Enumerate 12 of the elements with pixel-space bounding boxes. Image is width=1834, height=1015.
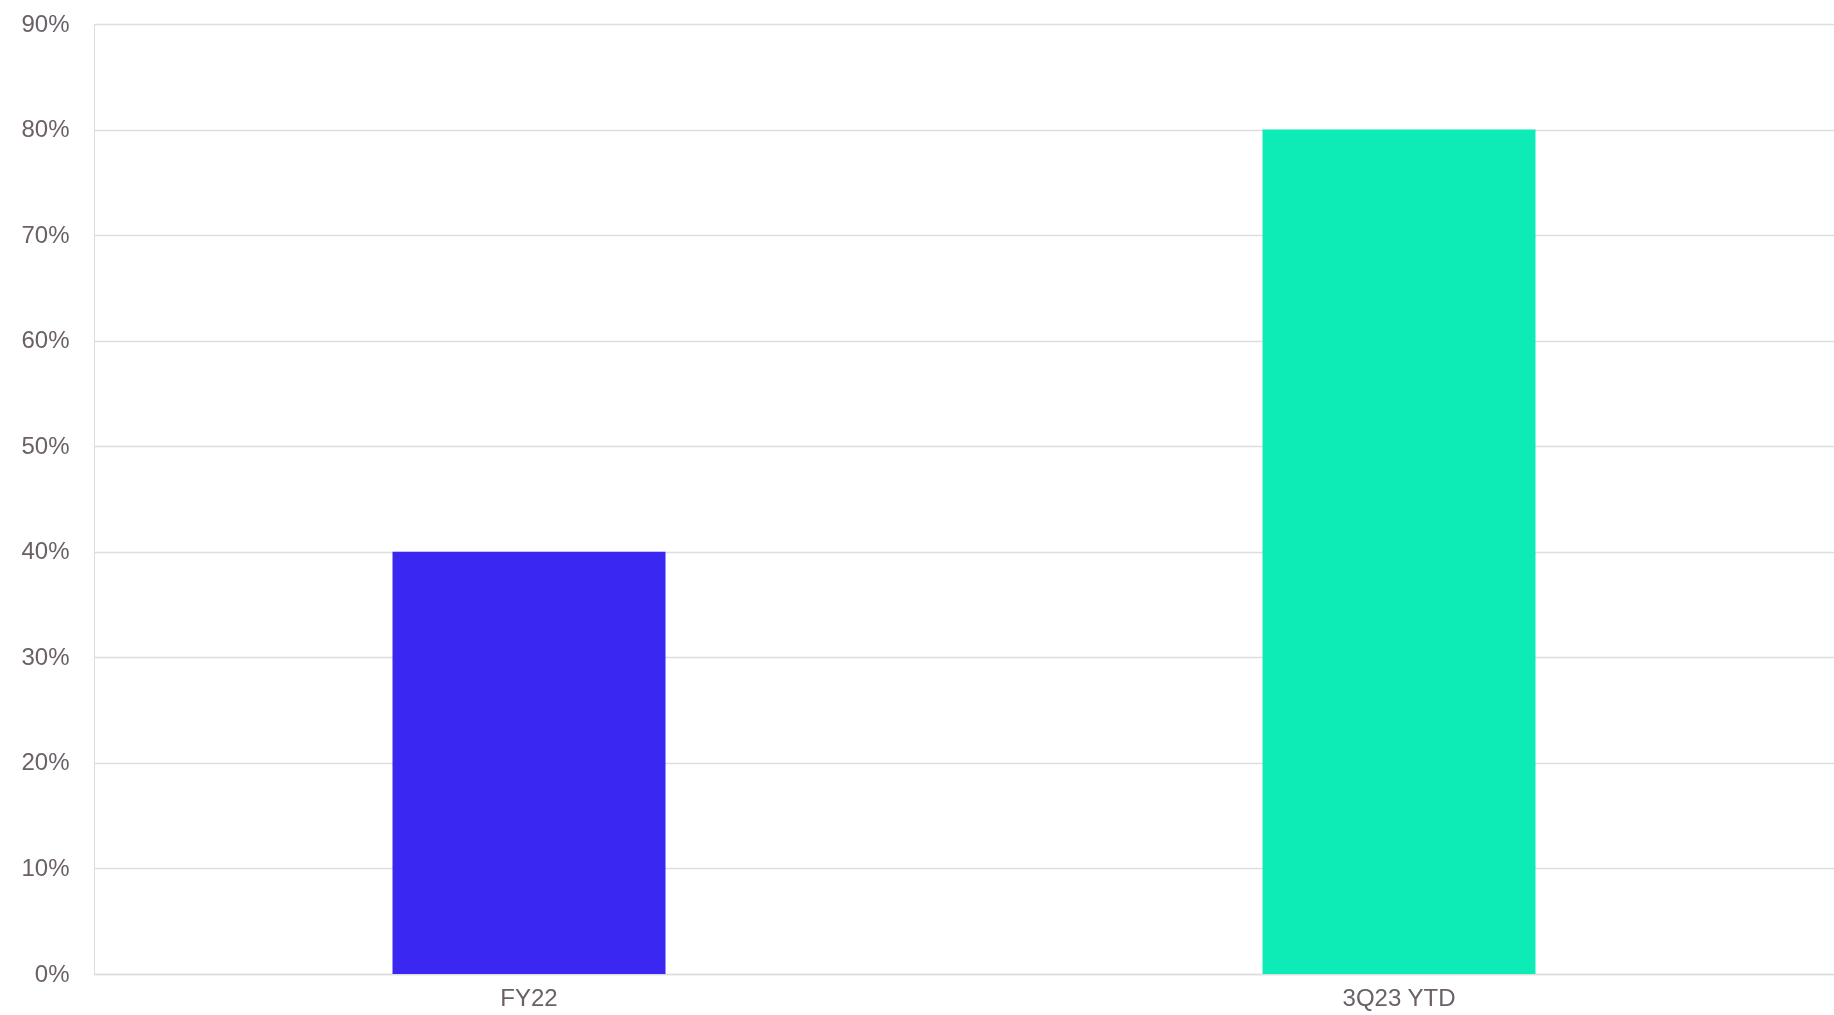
y-tick-label: 50%: [21, 431, 70, 459]
y-tick-label: 90%: [21, 9, 70, 37]
x-tick-label: 3Q23 YTD: [1342, 983, 1456, 1011]
y-tick-label: 80%: [21, 115, 70, 143]
y-tick-label: 10%: [21, 853, 70, 881]
y-tick-label: 0%: [34, 959, 70, 987]
x-tick-label: FY22: [500, 983, 558, 1011]
y-tick-label: 70%: [21, 220, 70, 248]
y-tick-label: 60%: [21, 326, 70, 354]
y-tick-label: 40%: [21, 537, 70, 565]
y-tick-label: 20%: [21, 748, 70, 776]
y-tick-label: 30%: [21, 642, 70, 670]
